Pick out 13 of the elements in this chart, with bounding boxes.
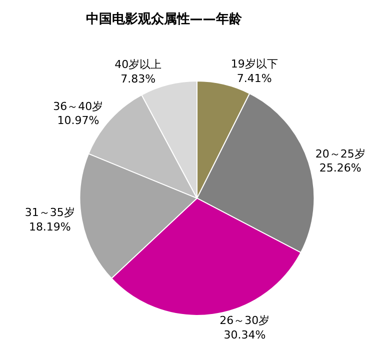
data-label: 7.83% bbox=[120, 72, 156, 86]
slice-label: 19岁以下 bbox=[230, 58, 278, 71]
data-label: 7.41% bbox=[236, 72, 272, 85]
slice-label: 20～25岁 bbox=[315, 147, 366, 160]
data-label: 18.19% bbox=[28, 220, 71, 234]
data-label: 10.97% bbox=[57, 114, 100, 128]
chart-title: 中国电影观众属性——年龄 bbox=[86, 12, 243, 27]
data-label: 30.34% bbox=[224, 328, 266, 342]
slice-label: 40岁以上 bbox=[114, 58, 162, 72]
slice-label: 31～35岁 bbox=[24, 206, 75, 220]
slice-label: 26～30岁 bbox=[220, 314, 270, 328]
slice-label: 36～40岁 bbox=[53, 100, 104, 113]
data-label: 25.26% bbox=[319, 162, 362, 175]
